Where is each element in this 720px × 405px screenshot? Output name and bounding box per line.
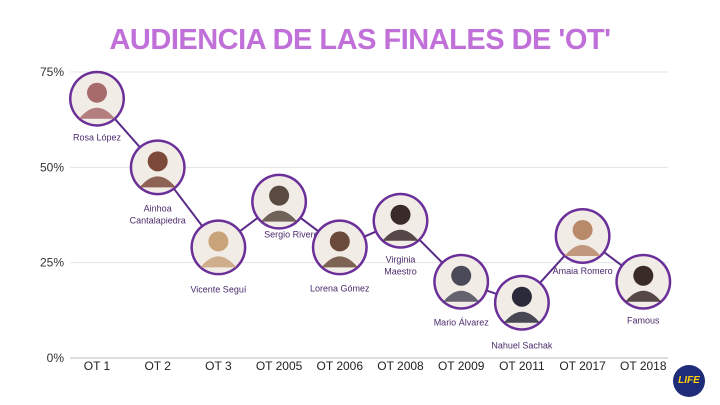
point-label: Rosa López [73,133,122,143]
point-label: Virginia Maestro [384,255,417,277]
avatar-shoulders [382,229,419,241]
chart-title: AUDIENCIA DE LAS FINALES DE 'OT' [109,24,611,56]
x-tick-label: OT 2009 [438,359,485,373]
avatar-head [269,185,290,206]
avatar-head [87,82,107,103]
y-tick-label: 50% [40,160,64,174]
avatar-shoulders [79,107,115,119]
avatar-head [633,265,654,286]
avatar-shoulders [200,256,237,268]
x-tick-label: OT 3 [205,359,232,373]
avatar-shoulders [503,311,540,323]
avatar-head [329,231,350,252]
x-tick-label: OT 2017 [559,359,606,373]
avatar-shoulders [564,244,601,256]
x-tick-label: OT 1 [84,359,111,373]
avatar-shoulders [321,256,358,268]
life-logo: LIFE [673,365,705,397]
point-label: Sergio Rivero [264,230,319,240]
avatar-head [390,204,411,225]
y-tick-label: 75% [40,65,64,79]
point-label: Amaia Romero [553,266,613,276]
point-label: Famous [627,316,660,326]
point-label: Lorena Gómez [310,283,370,293]
point-label: Mario Álvarez [434,318,490,328]
point-label: Vicente Seguí [190,284,246,294]
x-tick-label: OT 2008 [377,359,424,373]
avatar-shoulders [139,176,176,188]
x-tick-label: OT 2 [144,359,171,373]
y-tick-label: 25% [40,256,64,270]
point-label: Ainhoa Cantalapiedra [130,203,186,225]
avatar-head [511,286,532,307]
x-tick-label: OT 2005 [256,359,303,373]
x-tick-label: OT 2011 [499,359,545,373]
avatar-shoulders [625,290,662,302]
avatar-head [208,231,229,252]
x-tick-label: OT 2018 [620,359,667,373]
y-tick-label: 0% [47,351,65,365]
avatar-head [147,151,168,172]
point-label: Nahuel Sachak [491,341,553,351]
series-line [96,98,644,304]
avatar-shoulders [443,290,480,302]
avatar-shoulders [261,210,298,222]
x-tick-label: OT 2006 [317,359,364,373]
avatar-head [451,265,472,286]
avatar-head [572,219,593,240]
